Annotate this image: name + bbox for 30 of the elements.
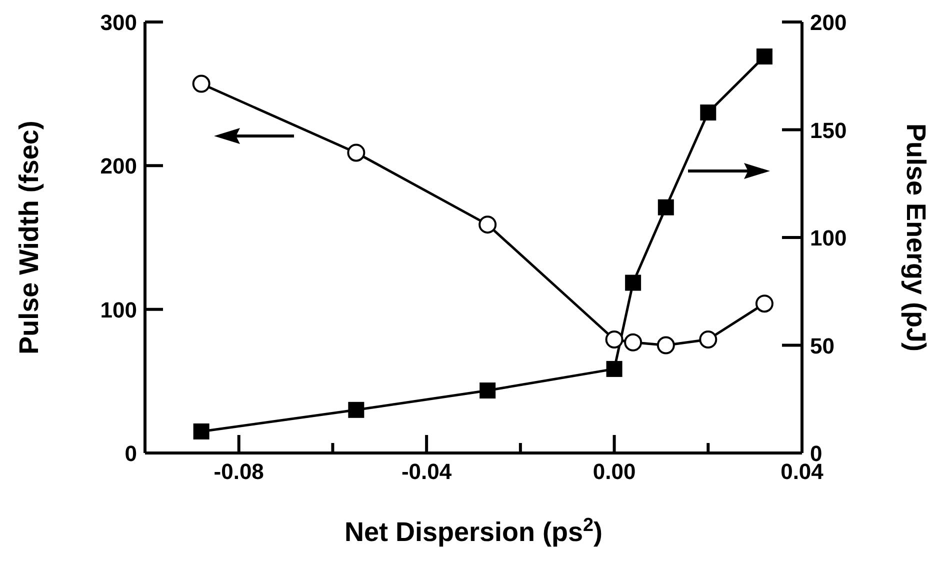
point <box>478 216 497 234</box>
point <box>756 48 772 64</box>
point <box>658 199 674 216</box>
point <box>699 330 718 349</box>
point <box>193 423 210 440</box>
y2-tick-label: 150 <box>810 118 847 143</box>
point <box>656 336 675 354</box>
y-axis-title: Pulse Width (fsec) <box>14 120 44 354</box>
point <box>348 402 364 418</box>
y2-axis-title: Pulse Energy (pJ) <box>901 123 931 352</box>
y2-tick-label: 200 <box>810 10 847 35</box>
y2-tick-label: 100 <box>810 226 847 250</box>
y-tick-label: 200 <box>100 154 137 179</box>
y-tick-label: 0 <box>124 441 137 466</box>
x-axis-title: Net Dispersion (ps$^{2}$) <box>344 514 603 547</box>
y2-tick-label: 50 <box>810 333 834 358</box>
point <box>605 330 624 349</box>
point <box>624 333 642 352</box>
x-tick-label: -0.08 <box>214 459 264 484</box>
y-tick-label: 100 <box>100 297 137 322</box>
point <box>192 74 210 93</box>
point <box>606 360 622 377</box>
x-tick-label: 0.00 <box>592 459 636 484</box>
y-tick-label: 300 <box>100 10 137 35</box>
x-tick-label: -0.04 <box>401 459 452 484</box>
point <box>625 274 642 291</box>
point <box>700 104 716 121</box>
point <box>347 144 366 162</box>
point <box>755 294 774 313</box>
point <box>480 382 496 399</box>
